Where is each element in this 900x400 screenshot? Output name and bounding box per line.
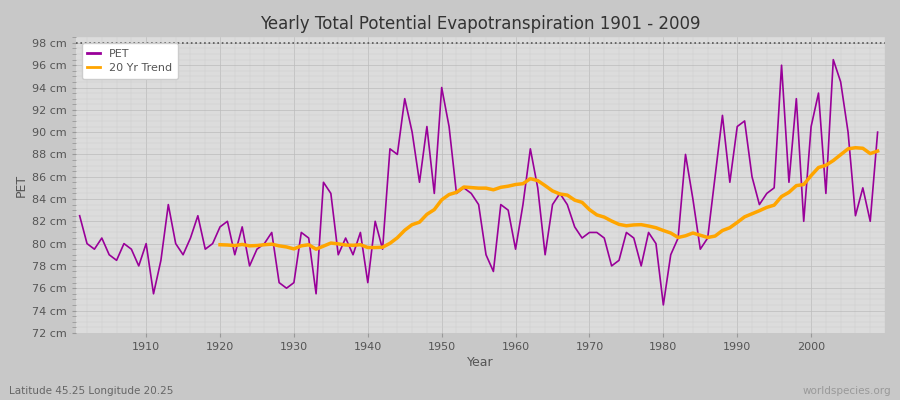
20 Yr Trend (850, 145, 860, 150)
Text: Latitude 45.25 Longitude 20.25: Latitude 45.25 Longitude 20.25 (9, 386, 174, 396)
20 Yr Trend (872, 149, 883, 154)
X-axis label: Year: Year (467, 356, 494, 369)
20 Yr Trend (784, 190, 795, 195)
PET (510, 247, 521, 252)
20 Yr Trend (310, 247, 321, 252)
20 Yr Trend (303, 242, 314, 247)
PET (658, 302, 669, 307)
Text: worldspecies.org: worldspecies.org (803, 386, 891, 396)
PET (133, 264, 144, 268)
PET (296, 230, 307, 235)
PET (598, 236, 609, 240)
PET (872, 130, 883, 134)
Y-axis label: PET: PET (15, 174, 28, 197)
20 Yr Trend (421, 212, 432, 217)
20 Yr Trend (680, 234, 691, 238)
Legend: PET, 20 Yr Trend: PET, 20 Yr Trend (82, 43, 178, 79)
Line: 20 Yr Trend: 20 Yr Trend (220, 148, 878, 249)
20 Yr Trend (214, 242, 225, 247)
20 Yr Trend (769, 203, 779, 208)
PET (503, 208, 514, 212)
PET (74, 213, 85, 218)
20 Yr Trend (858, 146, 868, 151)
PET (828, 57, 839, 62)
Title: Yearly Total Potential Evapotranspiration 1901 - 2009: Yearly Total Potential Evapotranspiratio… (260, 15, 701, 33)
PET (340, 236, 351, 240)
Line: PET: PET (79, 60, 878, 305)
